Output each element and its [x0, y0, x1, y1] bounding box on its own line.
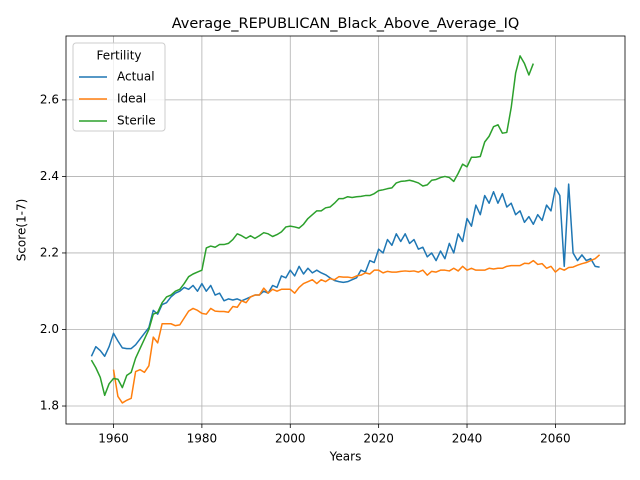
- y-tick-label: 2.6: [40, 92, 59, 106]
- legend-label: Ideal: [117, 92, 146, 106]
- x-tick-label: 1960: [98, 432, 129, 446]
- data-line: [112, 254, 601, 404]
- y-tick-label: 1.8: [40, 399, 59, 413]
- legend-box: [72, 42, 166, 132]
- y-tick-label: 2.2: [40, 245, 59, 259]
- x-axis-label: Years: [329, 450, 362, 464]
- legend-label: Actual: [117, 70, 155, 84]
- x-tick-label: 2000: [275, 432, 306, 446]
- y-tick-label: 2.4: [40, 169, 59, 183]
- y-axis-label: Score(1-7): [15, 199, 29, 262]
- x-tick-label: 1980: [187, 432, 218, 446]
- x-tick-label: 2040: [452, 432, 483, 446]
- y-tick-label: 2.0: [40, 322, 59, 336]
- data-line: [90, 183, 600, 358]
- data-line: [90, 55, 535, 397]
- chart-title: Average_REPUBLICAN_Black_Above_Average_I…: [172, 16, 520, 32]
- legend: Fertility Actual Ideal Sterile: [72, 42, 166, 132]
- legend-label: Sterile: [117, 114, 156, 128]
- x-tick-label: 2020: [363, 432, 394, 446]
- x-tick-label: 2060: [540, 432, 571, 446]
- legend-title: Fertility: [96, 49, 141, 63]
- plot-frame: [65, 35, 626, 425]
